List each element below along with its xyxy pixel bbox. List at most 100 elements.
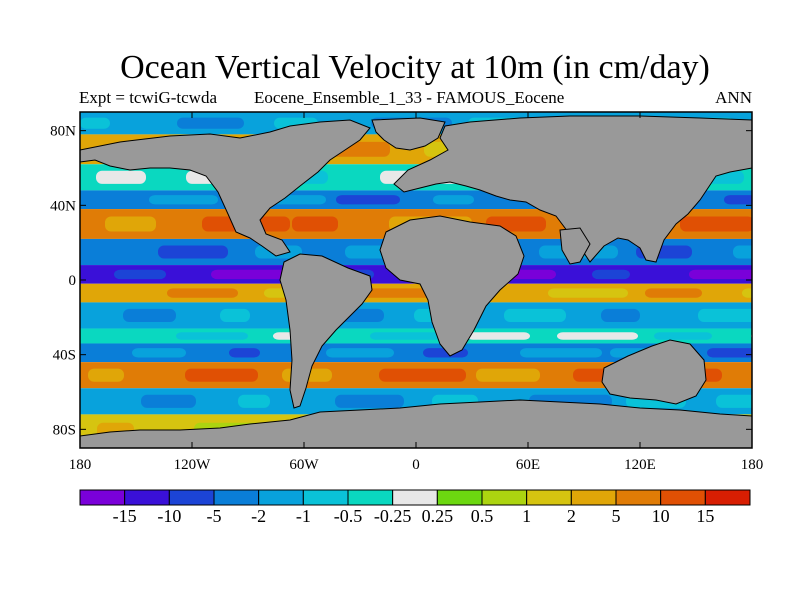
field-patch [680, 216, 752, 232]
greenland-landmass [371, 117, 446, 151]
colorbar: -15 -10 -5 -2 -1 -0.5 -0.25 0.25 0.5 1 2 5 10 15 [79, 489, 751, 526]
lat-tick-label: 80S [53, 422, 76, 438]
field-patch [114, 269, 166, 280]
field-patch [185, 368, 258, 382]
field-patch [716, 394, 752, 408]
season-label: ANN [715, 88, 752, 107]
field-patch [724, 195, 752, 205]
map-axes: 80N 40N 0 40S 80S 180 120W 60W 0 60E 120E 180 [50, 112, 763, 473]
colorbar-swatch [347, 489, 394, 506]
field-patch [751, 333, 752, 339]
colorbar-label: 10 [652, 506, 670, 526]
field-patch [123, 308, 176, 322]
south-america-landmass [279, 253, 373, 409]
field-patch [211, 269, 300, 280]
india-landmass [559, 227, 591, 265]
colorbar-label: -10 [157, 506, 181, 526]
field-patch [520, 348, 602, 358]
field-patch [238, 394, 270, 408]
lon-tick-label: 0 [412, 457, 420, 473]
lon-tick-label: 120W [174, 457, 212, 473]
field-patch [467, 332, 530, 340]
field-patch [96, 170, 146, 184]
colorbar-swatch [302, 489, 349, 506]
lon-tick-label: 60E [516, 457, 540, 473]
africa-landmass [379, 215, 525, 357]
field-patch [592, 269, 630, 280]
field-patch [733, 245, 752, 259]
field-patch [557, 332, 638, 340]
field-patch [326, 348, 394, 358]
colorbar-label: -0.25 [374, 506, 412, 526]
colorbar-swatch [258, 489, 304, 506]
colorbar-swatch [124, 489, 170, 506]
colorbar-label: -2 [251, 506, 266, 526]
colorbar-swatch [436, 489, 483, 506]
field-patch [105, 216, 156, 232]
field-patch [742, 288, 752, 298]
antarctica-landmass [80, 399, 752, 448]
lat-tick-label: 40N [50, 198, 76, 214]
australia-landmass [601, 339, 707, 405]
colorbar-swatch [213, 489, 260, 506]
colorbar-label: 15 [696, 506, 714, 526]
colorbar-swatch [168, 489, 215, 506]
field-patch [176, 332, 248, 340]
field-patch [689, 269, 752, 280]
field-patch [645, 288, 702, 298]
field-patch [80, 117, 110, 129]
field-patch [149, 195, 218, 205]
colorbar-swatch [481, 489, 528, 506]
colorbar-swatch [392, 489, 438, 506]
colorbar-label: 5 [612, 506, 621, 526]
plot-title: Ocean Vertical Velocity at 10m (in cm/da… [120, 49, 710, 86]
field-patch [698, 308, 752, 322]
experiment-label: Expt = tcwiG-tcwda [79, 88, 217, 107]
colorbar-swatch [615, 489, 662, 506]
colorbar-label: -5 [207, 506, 222, 526]
lon-tick-label: 180 [69, 457, 92, 473]
colorbar-label: 2 [567, 506, 576, 526]
lat-tick-label: 40S [53, 348, 76, 364]
field-patch [292, 216, 338, 232]
field-patch [158, 245, 228, 259]
field-patch [548, 288, 628, 298]
field-patch [167, 288, 238, 298]
colorbar-label: 0.25 [422, 506, 454, 526]
field-patch [601, 308, 640, 322]
lon-tick-label: 180 [741, 457, 764, 473]
ensemble-label: Eocene_Ensemble_1_33 - FAMOUS_Eocene [254, 88, 565, 107]
field-patch [141, 394, 196, 408]
field-patch [177, 117, 244, 129]
eurasia-landmass [393, 115, 752, 263]
colorbar-label: 1 [522, 506, 531, 526]
field-patch [229, 348, 260, 358]
field-patch [707, 348, 752, 358]
field-patch [88, 368, 124, 382]
field-patch [433, 195, 474, 205]
colorbar-swatch [704, 489, 751, 506]
field-patch [379, 368, 466, 382]
north-america-landmass [80, 119, 371, 257]
lon-tick-label: 120E [624, 457, 656, 473]
field-patch [370, 332, 456, 340]
field-patch [220, 308, 250, 322]
field-patch [504, 308, 566, 322]
colorbar-label: -15 [113, 506, 137, 526]
field-patch [654, 332, 712, 340]
colorbar-swatch [526, 489, 572, 506]
field-patch [335, 394, 404, 408]
colorbar-label: -1 [296, 506, 311, 526]
colorbar-label: -0.5 [334, 506, 363, 526]
field-patch [336, 195, 400, 205]
colorbar-label: 0.5 [471, 506, 494, 526]
lat-tick-label: 0 [69, 273, 77, 289]
land-mask [80, 115, 752, 448]
lat-tick-label: 80N [50, 124, 76, 140]
lon-tick-label: 60W [289, 457, 319, 473]
colorbar-swatch [660, 489, 706, 506]
colorbar-swatch [570, 489, 617, 506]
colorbar-swatch [79, 489, 126, 506]
field-patch [132, 348, 186, 358]
